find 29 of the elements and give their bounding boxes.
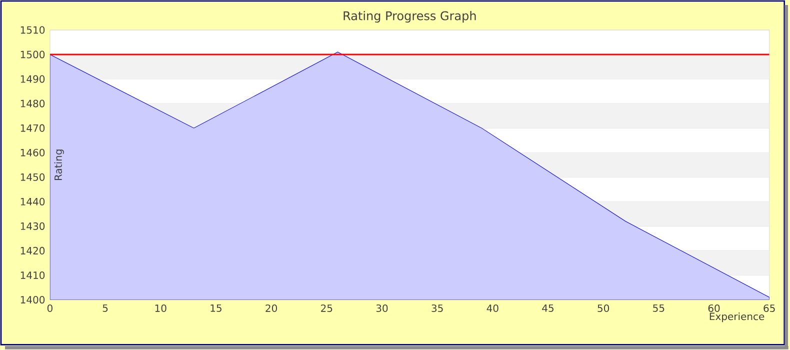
x-tick-label: 35: [432, 304, 443, 312]
y-tick-label: 1460: [20, 148, 45, 157]
x-tick-label: 40: [486, 304, 498, 312]
x-tick-label: 20: [266, 304, 277, 312]
y-tick-label: 1430: [20, 222, 45, 230]
x-tick-label: 0: [47, 304, 52, 312]
x-tick-label: 15: [210, 304, 222, 312]
y-tick-label: 1510: [20, 26, 45, 34]
y-tick-label: 1450: [20, 173, 45, 182]
y-tick-label: 1420: [20, 247, 45, 255]
y-tick-label: 1470: [20, 124, 45, 132]
x-tick-label: 55: [653, 304, 664, 312]
y-tick-label: 1400: [20, 296, 45, 304]
y-tick-label: 1490: [20, 75, 45, 83]
x-tick-label: 50: [598, 304, 610, 312]
x-tick-label: 60: [708, 304, 720, 312]
x-tick-label: 45: [542, 304, 554, 312]
y-tick-label: 1500: [20, 50, 45, 58]
y-tick-label: 1410: [20, 272, 45, 280]
y-tick-label: 1480: [20, 100, 45, 108]
x-tick-label: 65: [764, 304, 775, 312]
y-axis-title: Rating: [54, 150, 64, 180]
chart-title: Rating Progress Graph: [344, 11, 476, 23]
x-tick-label: 25: [321, 304, 332, 312]
x-axis-title: Experience: [710, 312, 764, 322]
y-tick-label: 1440: [20, 198, 45, 206]
x-tick-label: 30: [376, 304, 388, 312]
x-tick-label: 10: [155, 304, 166, 312]
x-tick-label: 5: [102, 304, 108, 312]
